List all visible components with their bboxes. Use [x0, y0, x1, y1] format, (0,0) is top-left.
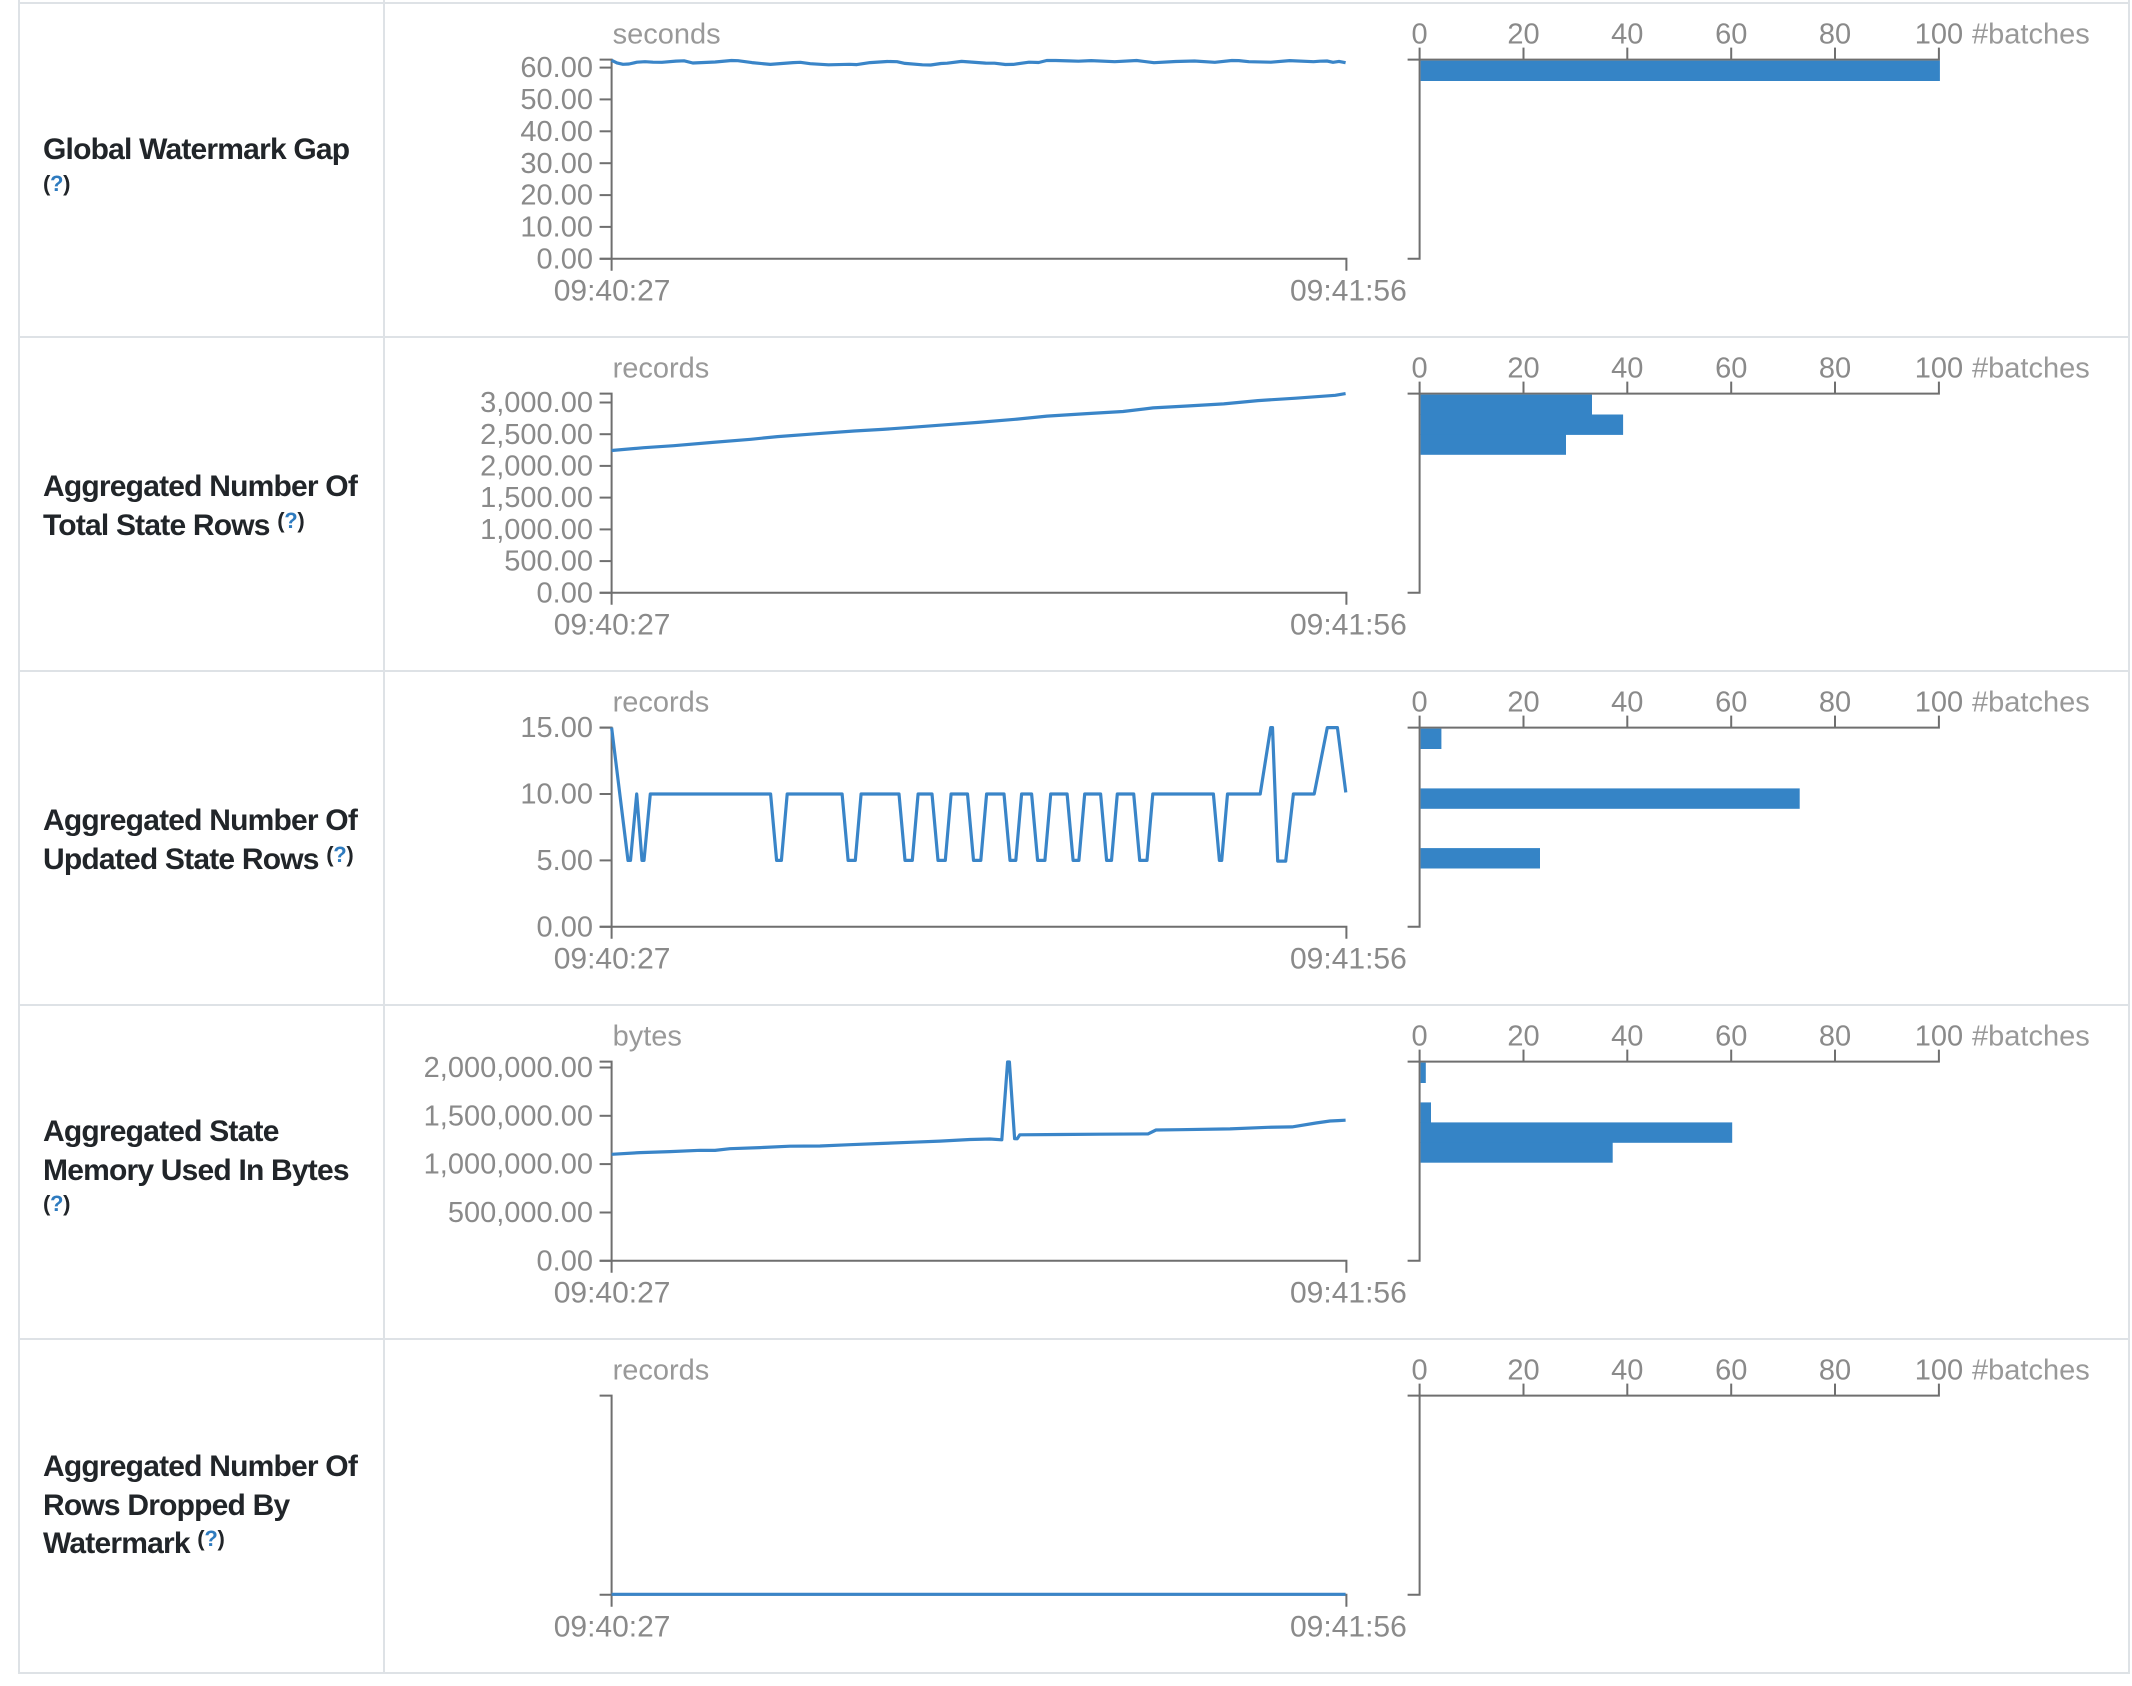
svg-text:09:40:27: 09:40:27: [554, 275, 671, 308]
svg-text:80: 80: [1819, 19, 1851, 51]
svg-text:1,500.00: 1,500.00: [480, 482, 593, 514]
svg-text:09:40:27: 09:40:27: [554, 609, 671, 642]
svg-text:09:40:27: 09:40:27: [554, 943, 671, 976]
svg-text:2,000.00: 2,000.00: [480, 451, 593, 483]
svg-text:#batches: #batches: [1972, 1021, 2090, 1053]
svg-text:80: 80: [1819, 687, 1851, 719]
svg-text:2,500.00: 2,500.00: [480, 419, 593, 451]
svg-text:0: 0: [1412, 1021, 1428, 1053]
svg-text:60.00: 60.00: [520, 52, 593, 84]
svg-text:60: 60: [1715, 1355, 1747, 1387]
svg-text:0: 0: [1412, 353, 1428, 385]
svg-text:09:41:56: 09:41:56: [1290, 609, 1407, 642]
svg-text:500.00: 500.00: [504, 546, 593, 578]
svg-text:09:41:56: 09:41:56: [1290, 275, 1407, 308]
svg-text:100: 100: [1915, 353, 1963, 385]
svg-text:09:41:56: 09:41:56: [1290, 1277, 1407, 1310]
svg-text:3,000.00: 3,000.00: [480, 387, 593, 419]
svg-text:09:41:56: 09:41:56: [1290, 943, 1407, 976]
svg-text:500,000.00: 500,000.00: [448, 1197, 593, 1229]
svg-text:20: 20: [1507, 353, 1539, 385]
svg-text:80: 80: [1819, 1355, 1851, 1387]
svg-text:40: 40: [1611, 353, 1643, 385]
svg-text:seconds: seconds: [613, 19, 721, 51]
svg-text:records: records: [613, 353, 710, 385]
svg-text:60: 60: [1715, 19, 1747, 51]
svg-text:records: records: [613, 687, 710, 719]
svg-text:10.00: 10.00: [520, 212, 593, 244]
svg-text:30.00: 30.00: [520, 148, 593, 180]
svg-text:0.00: 0.00: [537, 1245, 593, 1277]
svg-text:20: 20: [1507, 1355, 1539, 1387]
svg-text:10.00: 10.00: [520, 779, 593, 811]
svg-text:15.00: 15.00: [520, 712, 593, 744]
svg-text:40: 40: [1611, 1021, 1643, 1053]
svg-text:0.00: 0.00: [537, 243, 593, 275]
svg-text:#batches: #batches: [1972, 687, 2090, 719]
svg-text:#batches: #batches: [1972, 19, 2090, 51]
svg-text:60: 60: [1715, 687, 1747, 719]
svg-text:09:40:27: 09:40:27: [554, 1277, 671, 1310]
svg-text:20: 20: [1507, 687, 1539, 719]
svg-text:#batches: #batches: [1972, 1355, 2090, 1387]
svg-text:0.00: 0.00: [537, 911, 593, 943]
svg-text:40.00: 40.00: [520, 116, 593, 148]
svg-text:#batches: #batches: [1972, 353, 2090, 385]
svg-text:20: 20: [1507, 19, 1539, 51]
svg-text:2,000,000.00: 2,000,000.00: [424, 1052, 593, 1084]
svg-text:records: records: [613, 1355, 710, 1387]
svg-text:80: 80: [1819, 1021, 1851, 1053]
svg-text:0.00: 0.00: [537, 577, 593, 609]
svg-text:100: 100: [1915, 19, 1963, 51]
svg-text:5.00: 5.00: [537, 845, 593, 877]
svg-text:09:41:56: 09:41:56: [1290, 1611, 1407, 1644]
svg-text:40: 40: [1611, 1355, 1643, 1387]
svg-text:100: 100: [1915, 1021, 1963, 1053]
svg-text:40: 40: [1611, 19, 1643, 51]
svg-text:1,500,000.00: 1,500,000.00: [424, 1100, 593, 1132]
svg-text:40: 40: [1611, 687, 1643, 719]
svg-text:0: 0: [1412, 687, 1428, 719]
svg-text:20: 20: [1507, 1021, 1539, 1053]
svg-text:20.00: 20.00: [520, 180, 593, 212]
svg-text:1,000,000.00: 1,000,000.00: [424, 1149, 593, 1181]
svg-text:50.00: 50.00: [520, 84, 593, 116]
svg-text:1,000.00: 1,000.00: [480, 514, 593, 546]
svg-text:60: 60: [1715, 1021, 1747, 1053]
svg-text:09:40:27: 09:40:27: [554, 1611, 671, 1644]
svg-text:60: 60: [1715, 353, 1747, 385]
svg-text:100: 100: [1915, 687, 1963, 719]
svg-text:0: 0: [1412, 19, 1428, 51]
svg-text:80: 80: [1819, 353, 1851, 385]
svg-text:bytes: bytes: [613, 1021, 682, 1053]
svg-text:100: 100: [1915, 1355, 1963, 1387]
svg-text:0: 0: [1412, 1355, 1428, 1387]
